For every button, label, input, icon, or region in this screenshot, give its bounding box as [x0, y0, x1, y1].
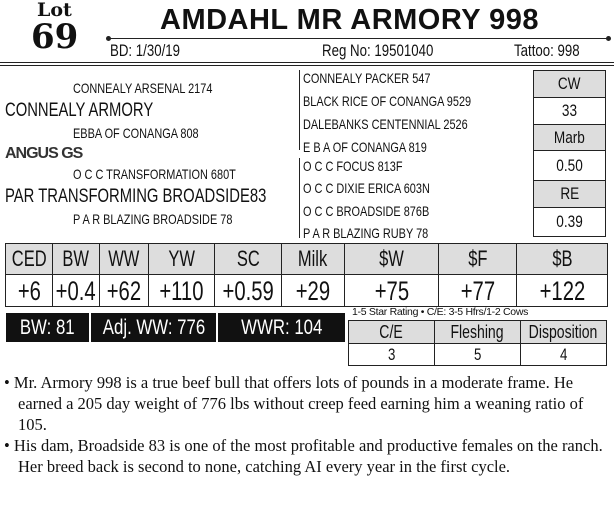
epd-header: SC	[214, 243, 282, 275]
rule-dot	[606, 36, 611, 41]
rating-header: C/E	[348, 320, 435, 344]
weaning-weight-ratio: WWR: 104	[218, 313, 345, 342]
epd-header: WW	[99, 243, 149, 275]
epd-table: CED BW WW YW SC Milk $W $F $B +6 +0.4 +6…	[5, 243, 608, 307]
epd-header: $F	[438, 243, 517, 275]
epd-value: +110	[148, 274, 215, 307]
ratings-table: C/E Fleshing Disposition 3 5 4	[348, 320, 607, 366]
epd-value: +77	[438, 274, 517, 307]
sire-dam: EBBA OF CONANGA 808	[73, 125, 199, 141]
animal-name: AMDAHL MR ARMORY 998	[160, 4, 539, 36]
lot-notes: • Mr. Armory 998 is a true beef bull tha…	[4, 372, 608, 477]
epd-header: Milk	[281, 243, 345, 275]
rating-note: 1-5 Star Rating • C/E: 3-5 Hfrs/1-2 Cows	[352, 306, 529, 318]
epd-value: +0.59	[214, 274, 282, 307]
dam: PAR TRANSFORMING BROADSIDE83	[5, 186, 267, 207]
sire-sire: CONNEALY ARSENAL 2174	[73, 80, 213, 96]
lot-number: 69	[31, 17, 79, 57]
rating-value: 4	[520, 343, 607, 366]
epd-value: +122	[516, 274, 608, 307]
epd-value: +0.4	[52, 274, 100, 307]
double-rule	[0, 62, 614, 66]
birth-weight: BW: 81	[6, 313, 89, 342]
epd-header: CED	[5, 243, 53, 275]
birth-date: BD: 1/30/19	[110, 41, 181, 60]
epd-header: $B	[516, 243, 608, 275]
rating-header: Fleshing	[434, 320, 521, 344]
carcass-value: 0.50	[533, 150, 606, 181]
note-item: • Mr. Armory 998 is a true beef bull tha…	[4, 373, 584, 434]
rating-header: Disposition	[520, 320, 607, 344]
sire: CONNEALY ARMORY	[5, 100, 154, 121]
pedigree-bracket	[299, 70, 300, 150]
epd-header: BW	[52, 243, 100, 275]
rating-value: 5	[434, 343, 521, 366]
carcass-value: 0.39	[533, 207, 606, 237]
third-gen: CONNEALY PACKER 547	[303, 70, 431, 86]
adjusted-weaning-weight: Adj. WW: 776	[91, 313, 216, 342]
rating-value: 3	[348, 343, 435, 366]
epd-header: $W	[344, 243, 439, 275]
third-gen: O C C BROADSIDE 876B	[303, 203, 430, 219]
carcass-label: RE	[533, 180, 606, 208]
note-item: • His dam, Broadside 83 is one of the mo…	[4, 436, 603, 476]
title-rule	[108, 38, 610, 39]
carcass-label: CW	[533, 70, 606, 98]
carcass-value: 33	[533, 97, 606, 125]
epd-header: YW	[148, 243, 215, 275]
third-gen: P A R BLAZING RUBY 78	[303, 225, 429, 241]
pedigree-bracket	[299, 158, 300, 238]
epd-value: +75	[344, 274, 439, 307]
third-gen: E B A OF CONANGA 819	[303, 139, 427, 155]
lot-label: Lot	[37, 0, 72, 21]
third-gen: O C C FOCUS 813F	[303, 158, 403, 174]
third-gen: BLACK RICE OF CONANGA 9529	[303, 93, 472, 109]
tattoo: Tattoo: 998	[514, 41, 580, 60]
third-gen: O C C DIXIE ERICA 603N	[303, 180, 430, 196]
epd-value: +29	[281, 274, 345, 307]
angus-gs-logo: ANGUS GS	[5, 145, 83, 162]
third-gen: DALEBANKS CENTENNIAL 2526	[303, 116, 468, 132]
epd-value: +6	[5, 274, 53, 307]
dam-sire: O C C TRANSFORMATION 680T	[73, 166, 236, 182]
rule-dot	[106, 36, 111, 41]
carcass-label: Marb	[533, 124, 606, 151]
epd-value: +62	[99, 274, 149, 307]
dam-dam: P A R BLAZING BROADSIDE 78	[73, 211, 233, 227]
reg-number: Reg No: 19501040	[322, 41, 434, 60]
